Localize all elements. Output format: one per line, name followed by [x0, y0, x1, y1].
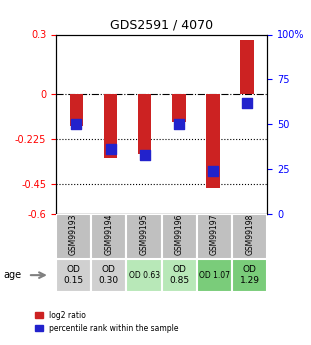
Point [142, 152, 147, 157]
Bar [70, 94, 83, 126]
Point [108, 147, 113, 152]
Legend: log2 ratio, percentile rank within the sample: log2 ratio, percentile rank within the s… [35, 311, 178, 333]
Text: OD 1.07: OD 1.07 [199, 270, 230, 280]
FancyBboxPatch shape [162, 259, 197, 292]
FancyBboxPatch shape [232, 214, 267, 259]
FancyBboxPatch shape [91, 214, 127, 259]
Bar [138, 94, 151, 154]
Bar [206, 94, 220, 188]
FancyBboxPatch shape [232, 259, 267, 292]
Point [176, 121, 181, 127]
Text: age: age [3, 270, 21, 280]
Text: GSM99193: GSM99193 [69, 214, 78, 255]
Text: OD
0.15: OD 0.15 [63, 265, 84, 285]
FancyBboxPatch shape [56, 214, 91, 259]
Text: GSM99197: GSM99197 [210, 214, 219, 255]
Text: GSM99196: GSM99196 [175, 214, 184, 255]
FancyBboxPatch shape [197, 214, 232, 259]
FancyBboxPatch shape [127, 259, 162, 292]
Point [74, 121, 79, 127]
Text: GSM99198: GSM99198 [245, 214, 254, 255]
FancyBboxPatch shape [162, 214, 197, 259]
Point [211, 168, 216, 174]
Point [244, 100, 249, 106]
Text: OD
0.85: OD 0.85 [169, 265, 189, 285]
Bar [104, 94, 117, 158]
Text: OD
0.30: OD 0.30 [99, 265, 119, 285]
Title: GDS2591 / 4070: GDS2591 / 4070 [110, 19, 213, 32]
FancyBboxPatch shape [56, 259, 91, 292]
FancyBboxPatch shape [91, 259, 127, 292]
FancyBboxPatch shape [127, 214, 162, 259]
Text: GSM99195: GSM99195 [140, 214, 149, 255]
Bar [240, 40, 254, 94]
Text: OD
1.29: OD 1.29 [240, 265, 260, 285]
Text: GSM99194: GSM99194 [104, 214, 113, 255]
FancyBboxPatch shape [197, 259, 232, 292]
Text: OD 0.63: OD 0.63 [128, 270, 160, 280]
Bar [172, 94, 186, 122]
